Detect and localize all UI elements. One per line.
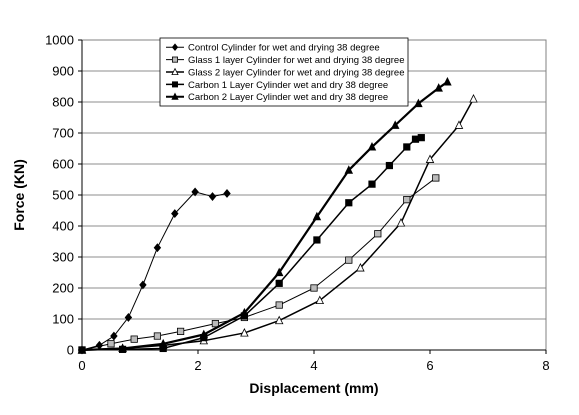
data-point [208, 192, 217, 201]
data-point [171, 209, 179, 219]
y-tick-label: 700 [52, 126, 74, 141]
y-tick-label: 1000 [45, 33, 74, 48]
data-point [345, 256, 353, 264]
x-tick-label: 2 [194, 358, 201, 373]
series-3 [77, 94, 478, 354]
data-point [171, 81, 178, 88]
y-axis-title: Force (KN) [11, 159, 27, 231]
y-tick-label: 200 [52, 281, 74, 296]
legend-label: Carbon 2 Layer Cylinder wet and dry 38 d… [188, 92, 388, 103]
data-point [390, 120, 400, 129]
data-point [310, 284, 318, 292]
axes: 0 100 200 300 400 500 600 700 800 900 1000 0 2 4 6 8 [45, 33, 550, 374]
data-point [434, 83, 443, 92]
x-tick-label: 8 [542, 358, 549, 373]
data-point [107, 340, 115, 348]
legend-box [159, 37, 409, 107]
data-point [368, 180, 376, 188]
data-point [110, 331, 118, 341]
data-point [385, 161, 394, 170]
data-point [374, 230, 382, 238]
y-tick-label: 400 [52, 219, 74, 234]
data-point [403, 143, 411, 151]
data-point [432, 174, 440, 182]
series-2 [78, 174, 440, 354]
data-point [240, 307, 249, 317]
data-point [211, 320, 219, 328]
data-point [171, 92, 179, 100]
data-point [130, 335, 138, 343]
series-line [81, 98, 475, 351]
series-line [81, 191, 228, 351]
y-tick-label: 800 [52, 95, 74, 110]
data-point [417, 134, 425, 142]
data-point [274, 267, 284, 277]
series-line [81, 177, 437, 351]
data-point [158, 338, 168, 348]
series-1 [78, 187, 231, 355]
legend-label: Carbon 1 Layer Cylinder wet and dry 38 d… [188, 80, 388, 91]
data-point [199, 329, 209, 339]
legend-entry: Glass 2 layer Cylinder for wet and dryin… [166, 67, 405, 78]
data-point [171, 67, 179, 75]
x-tick-label: 6 [426, 358, 433, 373]
legend-label: Control Cylinder for wet and drying 38 d… [188, 43, 380, 54]
data-point [414, 98, 423, 108]
x-tick-label: 0 [78, 358, 85, 373]
data-point [77, 345, 87, 354]
legend-entry: Carbon 1 Layer Cylinder wet and dry 38 d… [166, 80, 388, 91]
series-5 [77, 76, 452, 354]
data-point [367, 142, 377, 151]
legend: Control Cylinder for wet and drying 38 d… [159, 37, 409, 107]
series-group [77, 76, 478, 355]
y-tick-label: 300 [52, 250, 74, 265]
x-tick-label: 4 [310, 358, 317, 373]
x-axis-title: Displacement (mm) [249, 380, 378, 396]
y-tick-label: 500 [52, 188, 74, 203]
data-point [425, 154, 435, 163]
data-point [274, 315, 284, 325]
series-4 [78, 134, 425, 354]
legend-entry: Glass 1 layer Cylinder for wet and dryin… [166, 55, 405, 66]
data-point [315, 295, 325, 305]
data-point [313, 236, 321, 244]
legend-label: Glass 1 layer Cylinder for wet and dryin… [188, 55, 405, 66]
data-point [153, 243, 162, 253]
data-point [356, 262, 365, 272]
data-point [176, 327, 185, 336]
y-tick-label: 0 [67, 343, 74, 358]
data-point [153, 332, 161, 340]
data-point [469, 94, 478, 103]
data-point [223, 189, 231, 198]
data-point [124, 313, 133, 322]
data-point [403, 196, 411, 204]
data-point [240, 328, 249, 337]
data-point [171, 43, 179, 52]
y-tick-label: 900 [52, 64, 74, 79]
data-point [191, 187, 199, 197]
data-point [454, 120, 464, 129]
data-point [344, 165, 354, 174]
data-point [275, 279, 283, 287]
legend-label: Glass 2 layer Cylinder for wet and dryin… [188, 67, 405, 78]
data-point [171, 56, 178, 63]
data-point [345, 199, 353, 207]
legend-entry: Control Cylinder for wet and drying 38 d… [166, 43, 380, 54]
data-point [118, 343, 127, 353]
data-point [139, 280, 147, 290]
legend-entry: Carbon 2 Layer Cylinder wet and dry 38 d… [166, 92, 388, 103]
y-tick-label: 600 [52, 157, 74, 172]
series-line [81, 136, 422, 351]
data-point [312, 211, 322, 221]
data-point [443, 76, 452, 86]
data-point [275, 301, 283, 309]
y-tick-label: 100 [52, 312, 74, 327]
data-point [396, 218, 406, 227]
